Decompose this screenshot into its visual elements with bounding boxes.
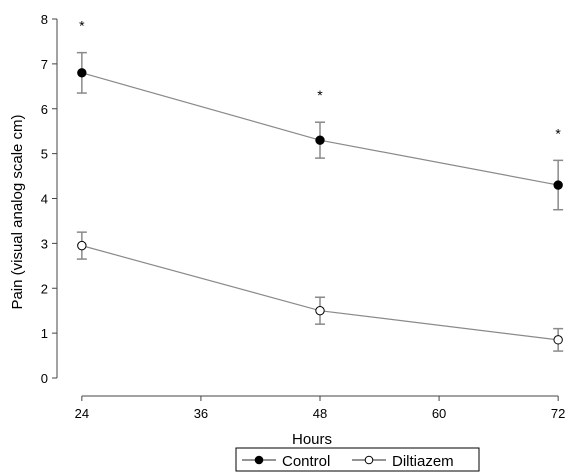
significance-marker: * — [317, 87, 323, 103]
y-tick-label: 7 — [41, 57, 48, 72]
data-point — [77, 240, 87, 251]
series-control — [76, 51, 564, 211]
x-tick-label: 48 — [313, 406, 327, 421]
y-tick-label: 2 — [41, 281, 48, 296]
y-tick-label: 4 — [41, 192, 48, 207]
y-tick-label: 1 — [41, 326, 48, 341]
legend: Control Diltiazem — [235, 447, 480, 472]
axes: 0 1 2 3 4 5 6 7 8 24 36 48 60 72 — [41, 12, 566, 421]
y-tick-label: 0 — [41, 371, 48, 386]
series-line — [81, 245, 559, 341]
legend-label: Diltiazem — [392, 453, 454, 470]
x-tick-label: 36 — [194, 406, 208, 421]
x-axis-label: Hours — [292, 431, 332, 448]
significance-marker: * — [79, 18, 85, 34]
data-point — [315, 305, 325, 316]
y-tick-label: 5 — [41, 147, 48, 162]
y-tick-label: 3 — [41, 236, 48, 251]
legend-label: Control — [282, 453, 330, 470]
series-layer — [76, 51, 564, 352]
series-diltiazem — [76, 231, 564, 352]
y-tick-label: 8 — [41, 12, 48, 27]
annotations: * * * — [79, 18, 561, 142]
data-point — [553, 180, 563, 190]
significance-marker: * — [555, 125, 561, 141]
legend-marker — [254, 455, 264, 465]
legend-marker — [364, 455, 374, 465]
x-tick-label: 60 — [432, 406, 446, 421]
y-tick-label: 6 — [41, 102, 48, 117]
data-point — [77, 68, 87, 78]
data-point — [553, 335, 563, 345]
x-tick-label: 72 — [551, 406, 565, 421]
y-axis-label: Pain (visual analog scale cm) — [9, 114, 26, 309]
x-tick-label: 24 — [75, 406, 89, 421]
data-point — [315, 135, 325, 145]
